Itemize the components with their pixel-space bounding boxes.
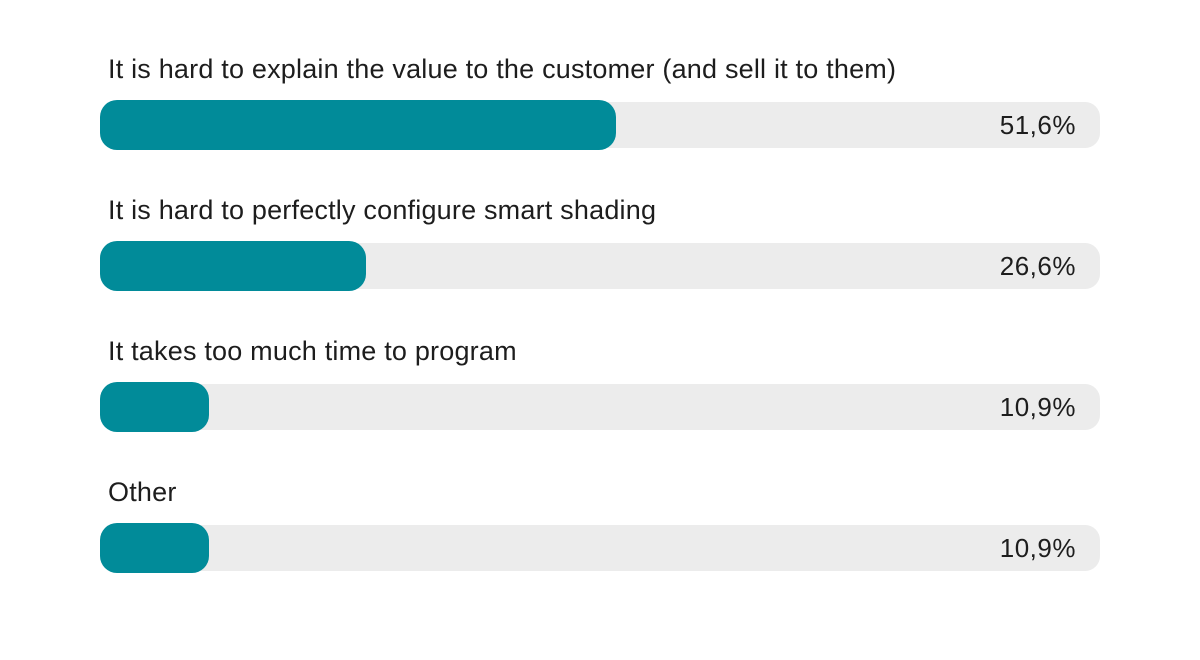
bar-track: 10,9% [100, 382, 1100, 432]
bar-row: Other 10,9% [100, 473, 1100, 573]
survey-bar-chart: It is hard to explain the value to the c… [100, 0, 1100, 573]
bar-track-background [100, 525, 1100, 571]
bar-label: It takes too much time to program [108, 336, 517, 366]
bar-label: Other [108, 477, 177, 507]
bar-value-label: 10,9% [999, 533, 1076, 563]
bar-track: 10,9% [100, 523, 1100, 573]
bar-track: 51,6% [100, 100, 1100, 150]
bar-label: It is hard to perfectly configure smart … [108, 195, 657, 225]
bar-label: It is hard to explain the value to the c… [108, 54, 897, 84]
bar-value-label: 10,9% [999, 392, 1076, 422]
bar-fill [100, 241, 366, 291]
bar-track: 26,6% [100, 241, 1100, 291]
bar-fill [100, 100, 616, 150]
bar-row: It takes too much time to program 10,9% [100, 332, 1100, 432]
bar-value-label: 26,6% [999, 251, 1076, 281]
bar-track-background [100, 384, 1100, 430]
bar-value-label: 51,6% [999, 110, 1076, 140]
bar-row: It is hard to perfectly configure smart … [100, 191, 1100, 291]
bar-row: It is hard to explain the value to the c… [100, 50, 1100, 150]
bar-fill [100, 523, 209, 573]
bar-fill [100, 382, 209, 432]
